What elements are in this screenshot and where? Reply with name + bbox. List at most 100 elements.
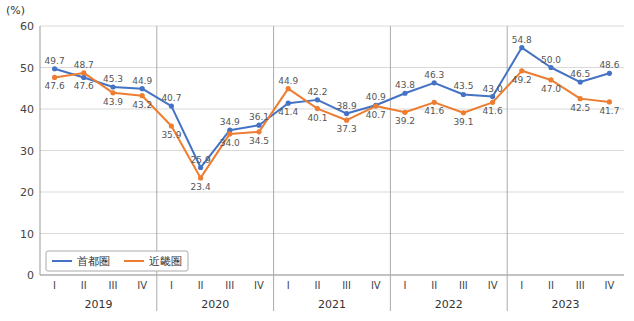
series-marker: [578, 96, 583, 101]
data-label: 23.4: [191, 182, 211, 192]
series-marker: [373, 103, 378, 108]
series-marker: [432, 80, 437, 85]
data-label: 43.5: [453, 81, 473, 91]
series-marker: [81, 70, 86, 75]
grid-line: [40, 109, 624, 110]
data-label: 50.0: [541, 55, 561, 65]
x-tick-label: II: [81, 280, 87, 291]
x-tick-label: III: [576, 280, 585, 291]
data-label: 54.8: [512, 35, 532, 45]
grid-line: [40, 26, 624, 27]
data-label: 40.9: [366, 92, 386, 102]
series-marker: [461, 92, 466, 97]
legend: 首都圏 近畿圏: [46, 251, 188, 271]
data-label: 38.9: [337, 101, 357, 111]
x-tick-label: II: [198, 280, 204, 291]
data-label: 44.9: [278, 76, 298, 86]
series-marker: [402, 110, 407, 115]
year-label: 2023: [552, 298, 580, 311]
x-tick-label: IV: [137, 280, 147, 291]
legend-swatch: [52, 260, 72, 262]
data-label: 42.2: [307, 87, 327, 97]
grid: [40, 26, 624, 275]
x-axis-line: [40, 275, 624, 276]
series-marker: [256, 123, 261, 128]
y-tick-label: 50: [20, 62, 34, 75]
grid-line: [40, 233, 624, 234]
series-marker: [519, 45, 524, 50]
data-label: 34.9: [220, 117, 240, 127]
x-tick-label: I: [287, 280, 290, 291]
legend-label: 首都圏: [77, 255, 110, 268]
y-axis-line: [40, 26, 41, 275]
series-marker: [402, 91, 407, 96]
year-label: 2021: [318, 298, 346, 311]
data-label: 46.5: [570, 69, 590, 79]
data-label: 40.7: [161, 93, 181, 103]
data-label: 39.1: [453, 117, 473, 127]
data-label: 35.9: [161, 130, 181, 140]
data-label: 43.9: [103, 97, 123, 107]
y-tick-label: 20: [20, 186, 34, 199]
x-tick-label: IV: [254, 280, 264, 291]
series-marker: [52, 66, 57, 71]
year-label: 2022: [435, 298, 463, 311]
data-label: 43.2: [132, 100, 152, 110]
y-axis-label: (%): [6, 4, 25, 17]
data-label: 45.3: [103, 74, 123, 84]
legend-label: 近畿圏: [149, 255, 182, 268]
data-label: 41.4: [278, 107, 298, 117]
grid-line: [40, 67, 624, 68]
series-marker: [315, 97, 320, 102]
data-label: 34.0: [220, 138, 240, 148]
x-tick-label: I: [53, 280, 56, 291]
series-marker: [607, 99, 612, 104]
data-label: 43.0: [483, 84, 503, 94]
data-label: 41.6: [483, 106, 503, 116]
data-label: 49.2: [512, 75, 532, 85]
year-divider: [390, 26, 391, 311]
data-label: 34.5: [249, 136, 269, 146]
x-tick-label: IV: [605, 280, 615, 291]
x-tick-label: II: [314, 280, 320, 291]
data-label: 37.3: [337, 124, 357, 134]
series-marker: [315, 106, 320, 111]
y-tick-label: 0: [27, 269, 34, 282]
data-label: 46.3: [424, 70, 444, 80]
series-marker: [607, 71, 612, 76]
x-tick-label: II: [548, 280, 554, 291]
series-marker: [373, 103, 378, 108]
data-label: 42.5: [570, 103, 590, 113]
year-label: 2019: [84, 298, 112, 311]
series-marker: [110, 90, 115, 95]
x-tick-label: I: [170, 280, 173, 291]
series-marker: [286, 101, 291, 106]
x-tick-label: III: [459, 280, 468, 291]
series-marker: [81, 75, 86, 80]
data-label: 49.7: [45, 56, 65, 66]
series-marker: [578, 79, 583, 84]
x-tick-label: III: [342, 280, 351, 291]
y-tick-label: 60: [20, 20, 34, 33]
year-label: 2020: [201, 298, 229, 311]
legend-frame: [46, 251, 188, 271]
grid-line: [40, 150, 624, 151]
series-marker: [461, 110, 466, 115]
series-marker: [198, 175, 203, 180]
grid-line: [40, 192, 624, 193]
series-marker: [286, 86, 291, 91]
x-tick-label: I: [520, 280, 523, 291]
series-marker: [344, 111, 349, 116]
series-marker: [548, 77, 553, 82]
series-line: [55, 71, 610, 178]
series-marker: [52, 75, 57, 80]
x-tick-label: III: [109, 280, 118, 291]
series-marker: [140, 93, 145, 98]
x-tick-label: III: [225, 280, 234, 291]
series-marker: [344, 118, 349, 123]
x-tick-label: IV: [371, 280, 381, 291]
series-marker: [169, 123, 174, 128]
series-line: [55, 48, 610, 168]
legend-swatch: [124, 260, 144, 262]
data-label: 39.2: [395, 116, 415, 126]
